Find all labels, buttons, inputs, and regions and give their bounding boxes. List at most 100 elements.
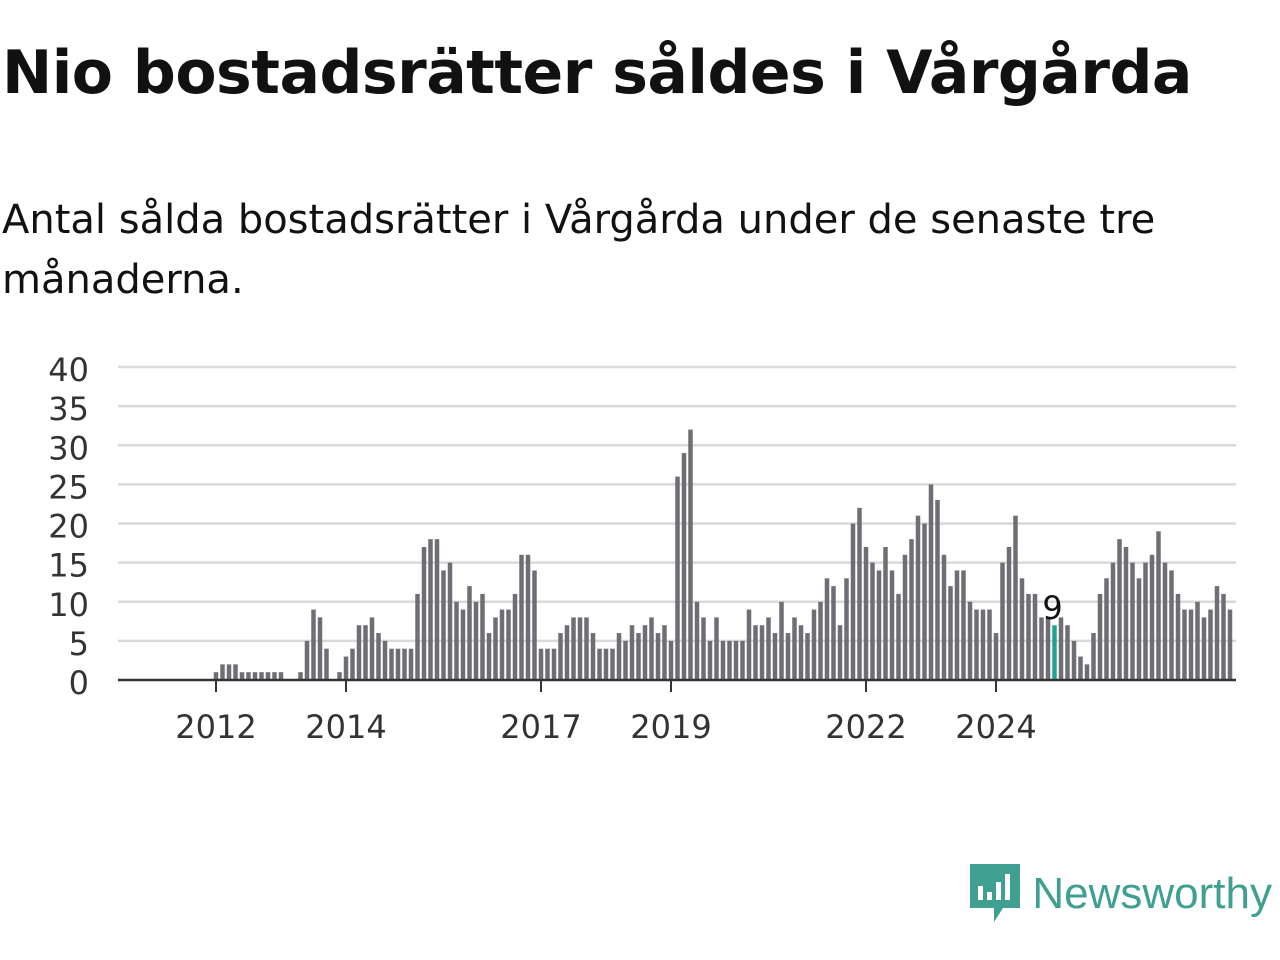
bar xyxy=(876,570,882,680)
bar xyxy=(961,570,966,680)
bar xyxy=(1201,617,1207,680)
bar xyxy=(681,453,687,680)
bar xyxy=(772,633,778,680)
bar xyxy=(1032,593,1038,680)
bar xyxy=(720,640,726,680)
bar xyxy=(571,617,576,680)
bar xyxy=(850,523,856,680)
bar xyxy=(278,672,284,680)
bar xyxy=(532,570,537,680)
bar xyxy=(824,578,830,680)
bar xyxy=(870,562,875,680)
bar xyxy=(317,617,323,680)
bar xyxy=(1065,625,1070,680)
bar xyxy=(909,539,914,680)
bar xyxy=(298,672,303,680)
bar xyxy=(1162,562,1168,680)
y-tick-label: 25 xyxy=(48,468,89,506)
bar xyxy=(974,609,979,680)
bar xyxy=(1097,593,1103,680)
bar xyxy=(701,617,706,680)
bar xyxy=(506,609,511,680)
bar xyxy=(766,617,771,680)
bar xyxy=(707,640,713,680)
bar xyxy=(1091,633,1096,680)
bar xyxy=(922,523,927,680)
bar xyxy=(798,625,804,680)
bar xyxy=(324,648,329,680)
bar xyxy=(740,640,745,680)
y-tick-label: 20 xyxy=(48,508,89,546)
bar xyxy=(1169,570,1174,680)
bar xyxy=(376,633,381,680)
bar xyxy=(649,617,654,680)
bar xyxy=(818,601,823,680)
bar xyxy=(233,664,238,680)
bar xyxy=(304,640,310,680)
bar xyxy=(454,601,459,680)
bar xyxy=(259,672,264,680)
bar xyxy=(779,601,784,680)
bar xyxy=(714,617,719,680)
bar xyxy=(675,476,680,680)
brand-name: Newsworthy xyxy=(1032,869,1272,918)
bar xyxy=(467,586,472,680)
bar xyxy=(519,554,524,680)
newsworthy-logo-icon xyxy=(970,864,1021,922)
brand-logo: Newsworthy xyxy=(970,863,1272,925)
bar xyxy=(811,609,817,680)
bar xyxy=(558,633,563,680)
bar xyxy=(486,633,492,680)
bar xyxy=(1175,593,1181,680)
bar xyxy=(1104,578,1109,680)
y-tick-label: 30 xyxy=(48,429,89,467)
bar xyxy=(1026,593,1031,680)
bar xyxy=(1000,562,1005,680)
bar xyxy=(928,484,934,680)
bar xyxy=(545,648,550,680)
bar xyxy=(688,429,693,680)
bar xyxy=(480,593,485,680)
bar xyxy=(343,656,349,680)
bar xyxy=(1208,609,1213,680)
bar xyxy=(337,672,342,680)
x-tick-label: 2019 xyxy=(630,708,711,746)
bar xyxy=(623,640,628,680)
bar xyxy=(512,593,518,680)
bar xyxy=(831,586,836,680)
bar xyxy=(1084,664,1090,680)
bar xyxy=(1195,601,1200,680)
bar xyxy=(1123,546,1129,680)
bar xyxy=(473,601,479,680)
y-tick-label: 10 xyxy=(48,586,89,624)
bar xyxy=(694,601,700,680)
bar xyxy=(837,625,843,680)
bar xyxy=(1214,586,1220,680)
bar xyxy=(746,609,752,680)
data-label: 9 xyxy=(1042,589,1062,627)
bar xyxy=(954,570,960,680)
bar xyxy=(987,609,992,680)
bar xyxy=(1058,617,1064,680)
bar xyxy=(662,625,667,680)
bar xyxy=(239,672,245,680)
chart-subtitle: Antal sålda bostadsrätter i Vårgårda und… xyxy=(2,197,1156,303)
bar xyxy=(447,562,453,680)
bar xyxy=(584,617,589,680)
bar xyxy=(733,640,739,680)
bar xyxy=(1013,515,1018,680)
bar xyxy=(610,648,615,680)
bar xyxy=(616,633,622,680)
bar xyxy=(967,601,973,680)
highlight-bar xyxy=(1052,625,1057,680)
bar xyxy=(389,648,394,680)
bars xyxy=(213,429,1233,680)
bar xyxy=(753,625,758,680)
bar xyxy=(441,570,446,680)
bar xyxy=(265,672,271,680)
bar xyxy=(1221,593,1226,680)
bar xyxy=(493,617,498,680)
bar xyxy=(421,546,427,680)
bar xyxy=(980,609,986,680)
